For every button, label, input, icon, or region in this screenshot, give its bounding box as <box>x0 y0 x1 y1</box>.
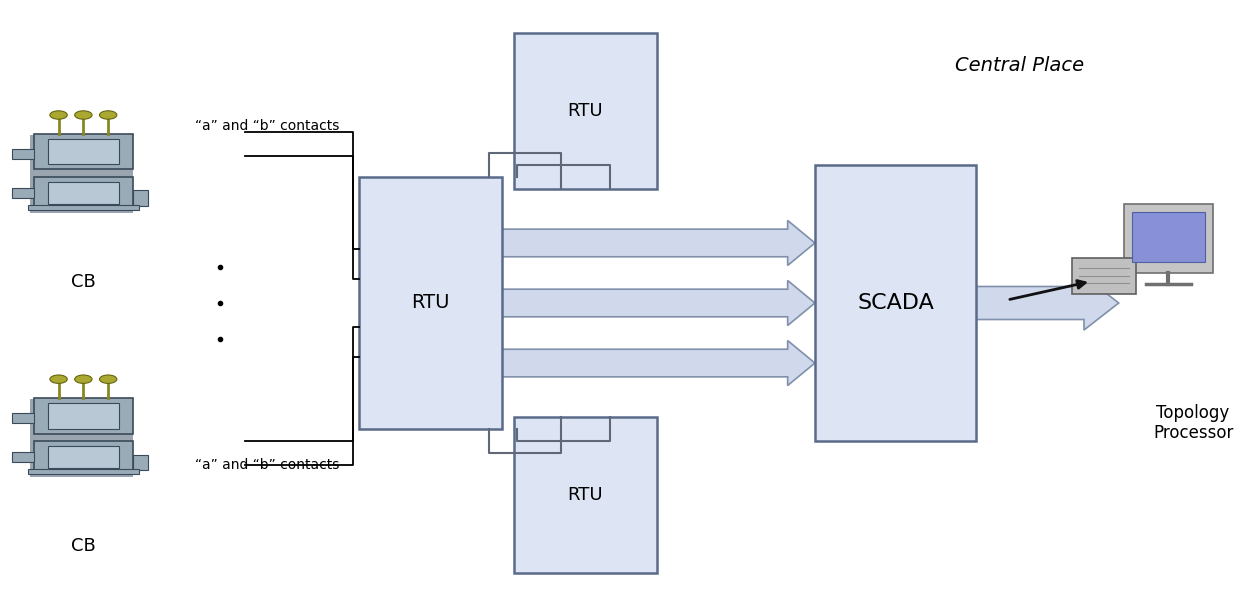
FancyBboxPatch shape <box>30 135 133 213</box>
Text: Central Place: Central Place <box>955 56 1084 75</box>
Text: RTU: RTU <box>567 486 604 504</box>
Circle shape <box>75 375 92 384</box>
Text: RTU: RTU <box>412 293 450 313</box>
FancyBboxPatch shape <box>12 413 34 423</box>
FancyBboxPatch shape <box>12 452 34 462</box>
FancyArrowPatch shape <box>1010 281 1085 299</box>
FancyBboxPatch shape <box>34 177 133 208</box>
Circle shape <box>75 111 92 119</box>
Polygon shape <box>501 281 816 325</box>
Circle shape <box>50 375 67 384</box>
FancyBboxPatch shape <box>47 446 118 468</box>
FancyBboxPatch shape <box>816 165 976 441</box>
FancyBboxPatch shape <box>27 205 140 210</box>
FancyBboxPatch shape <box>1124 204 1213 273</box>
Polygon shape <box>976 276 1119 330</box>
Circle shape <box>100 111 117 119</box>
Polygon shape <box>501 341 816 385</box>
Text: Topology
Processor: Topology Processor <box>1153 404 1233 442</box>
FancyBboxPatch shape <box>1071 258 1136 294</box>
Text: “a” and “b” contacts: “a” and “b” contacts <box>195 458 339 472</box>
FancyBboxPatch shape <box>27 470 140 474</box>
FancyBboxPatch shape <box>12 188 34 198</box>
FancyBboxPatch shape <box>34 134 133 169</box>
FancyBboxPatch shape <box>47 139 118 164</box>
Text: CB: CB <box>71 273 96 291</box>
FancyBboxPatch shape <box>12 148 34 159</box>
FancyBboxPatch shape <box>133 454 148 470</box>
FancyBboxPatch shape <box>47 404 118 428</box>
Circle shape <box>100 375 117 384</box>
FancyBboxPatch shape <box>34 441 133 473</box>
Text: SCADA: SCADA <box>857 293 934 313</box>
FancyBboxPatch shape <box>359 177 501 429</box>
Text: RTU: RTU <box>567 102 604 120</box>
Polygon shape <box>501 221 816 265</box>
Text: CB: CB <box>71 537 96 555</box>
FancyBboxPatch shape <box>514 33 657 189</box>
FancyBboxPatch shape <box>34 398 133 433</box>
Text: “a” and “b” contacts: “a” and “b” contacts <box>195 119 339 133</box>
Circle shape <box>50 111 67 119</box>
FancyBboxPatch shape <box>1132 212 1205 262</box>
FancyBboxPatch shape <box>514 417 657 573</box>
FancyBboxPatch shape <box>30 399 133 477</box>
FancyBboxPatch shape <box>133 190 148 205</box>
FancyBboxPatch shape <box>47 182 118 204</box>
